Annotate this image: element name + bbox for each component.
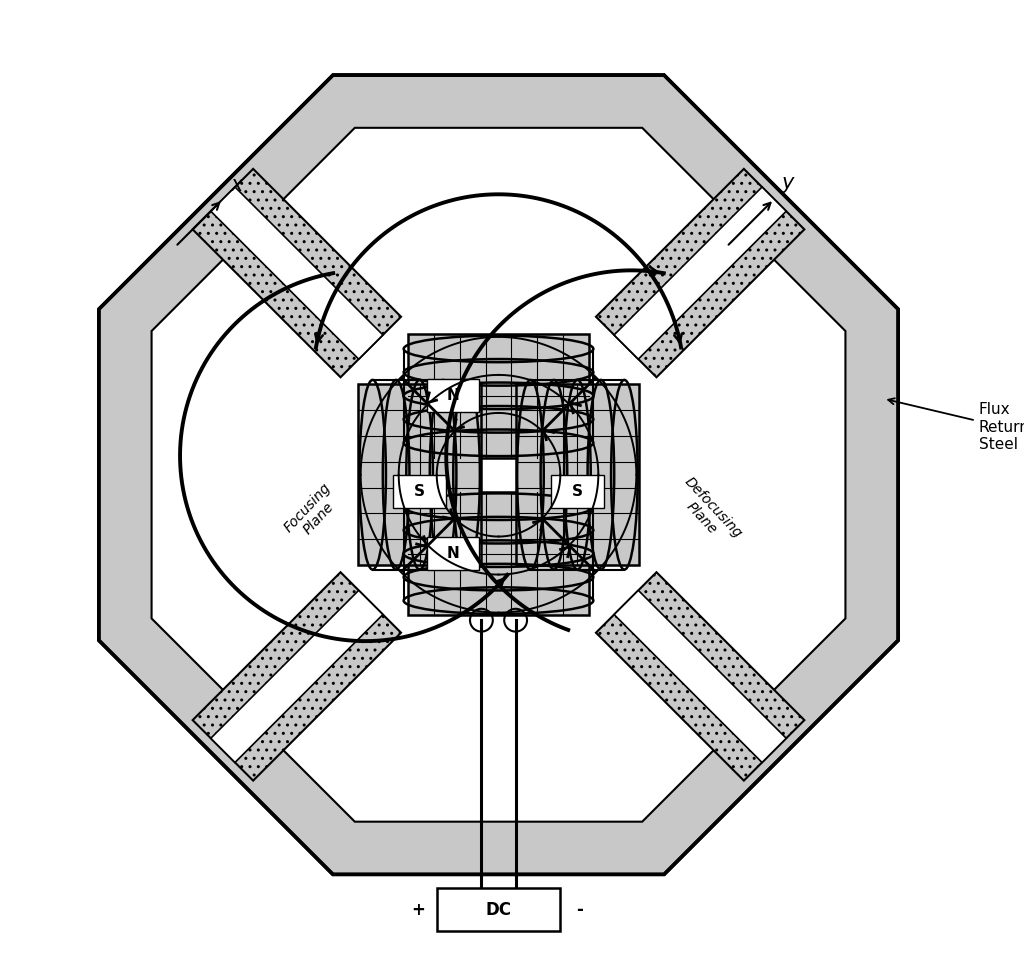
Text: Defocusing
Plane: Defocusing Plane xyxy=(670,474,745,551)
Text: Flux
Return
Steel: Flux Return Steel xyxy=(888,398,1024,452)
Text: N: N xyxy=(447,547,460,561)
Polygon shape xyxy=(152,128,846,822)
Polygon shape xyxy=(596,169,805,377)
Text: -: - xyxy=(575,901,583,919)
Polygon shape xyxy=(211,187,383,359)
Bar xyxy=(436,888,560,931)
Polygon shape xyxy=(614,187,786,359)
Bar xyxy=(409,334,589,457)
Bar xyxy=(516,385,639,565)
Bar xyxy=(427,537,479,571)
Polygon shape xyxy=(99,75,898,875)
Bar xyxy=(393,475,445,508)
Bar xyxy=(551,475,603,508)
Polygon shape xyxy=(99,75,898,875)
Polygon shape xyxy=(193,573,401,781)
Bar xyxy=(357,385,481,565)
Text: S: S xyxy=(572,484,583,499)
Polygon shape xyxy=(596,573,805,781)
Bar xyxy=(409,492,589,616)
Text: N: N xyxy=(447,388,460,404)
Text: Focusing
Plane: Focusing Plane xyxy=(282,480,345,546)
Text: DC: DC xyxy=(485,901,512,919)
Polygon shape xyxy=(211,591,383,762)
Bar xyxy=(427,379,479,412)
Text: S: S xyxy=(414,484,425,499)
Text: $y$: $y$ xyxy=(781,175,796,195)
Polygon shape xyxy=(614,591,786,762)
Polygon shape xyxy=(193,169,401,377)
Text: +: + xyxy=(411,901,425,919)
Text: $x$: $x$ xyxy=(229,175,245,195)
